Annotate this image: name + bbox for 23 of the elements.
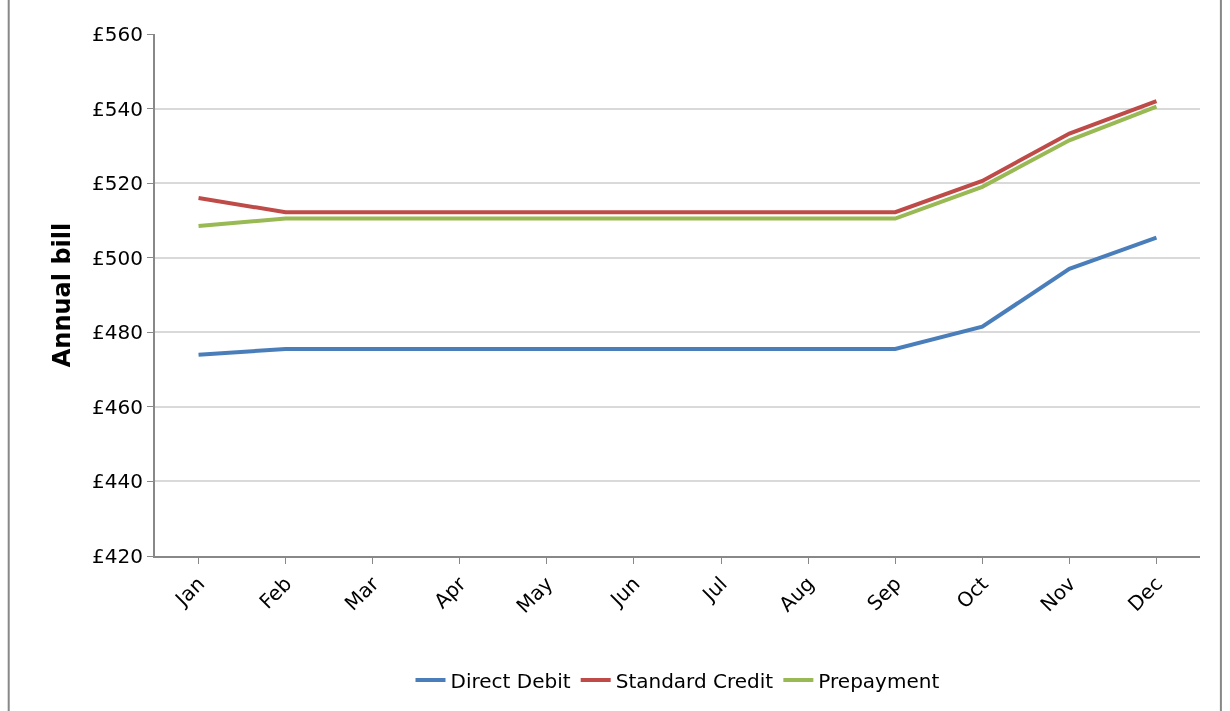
y-tick-label: £460	[92, 394, 143, 419]
legend-label: Direct Debit	[450, 668, 571, 693]
y-tick-label: £520	[92, 171, 143, 196]
y-tick-label: £500	[92, 245, 143, 270]
x-tick-label: Sep	[862, 571, 906, 616]
y-tick-label: £420	[92, 544, 143, 568]
x-tick-label: Jul	[696, 571, 732, 608]
y-tick-label: £540	[92, 96, 143, 121]
x-tick-label: Nov	[1035, 571, 1081, 617]
x-tick-label: Apr	[428, 571, 471, 614]
legend-label: Standard Credit	[615, 668, 774, 693]
x-tick-label: Mar	[339, 571, 384, 616]
x-tick-label: Dec	[1122, 571, 1168, 616]
line-series	[196, 235, 1159, 357]
y-axis-title: Annual bill	[47, 222, 76, 368]
legend-label: Prepayment	[818, 668, 940, 693]
x-tick-label: Feb	[254, 571, 297, 614]
y-tick-label: £480	[92, 320, 143, 345]
x-tick-label: Oct	[951, 571, 993, 614]
y-tick-label: £560	[92, 22, 143, 46]
y-tick-label: £440	[92, 469, 143, 494]
x-tick-label: Jun	[604, 571, 645, 613]
x-tick-label: Jan	[168, 571, 210, 612]
